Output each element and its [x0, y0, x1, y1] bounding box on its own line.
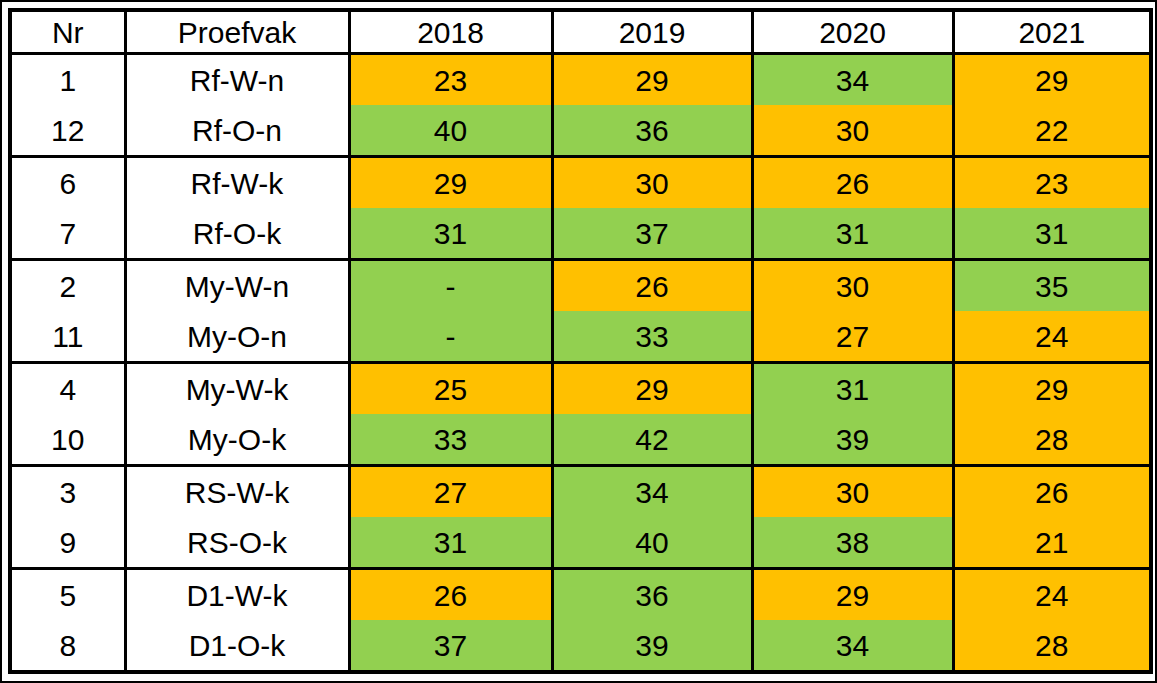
value-cell-2018: 31 [349, 517, 552, 569]
proefvak-cell: Rf-W-n [125, 54, 349, 106]
header-row: Nr Proefvak 2018 2019 2020 2021 [10, 10, 1151, 54]
table-row: 10My-O-k33423928 [10, 414, 1151, 466]
value-cell-2020: 38 [752, 517, 953, 569]
nr-cell: 4 [10, 363, 125, 415]
column-header-nr: Nr [10, 10, 125, 54]
value-cell-2019: 34 [552, 466, 752, 518]
value-cell-2018: 37 [349, 620, 552, 672]
value-cell-2021: 28 [953, 414, 1151, 466]
value-cell-2019: 36 [552, 105, 752, 157]
proefvak-cell: Rf-O-k [125, 208, 349, 260]
column-header-2019: 2019 [552, 10, 752, 54]
proefvak-results-table: Nr Proefvak 2018 2019 2020 2021 1Rf-W-n2… [8, 8, 1153, 674]
table-body: 1Rf-W-n2329342912Rf-O-n403630226Rf-W-k29… [10, 54, 1151, 673]
value-cell-2019: 39 [552, 620, 752, 672]
proefvak-cell: My-O-k [125, 414, 349, 466]
value-cell-2018: 26 [349, 569, 552, 621]
table-row: 2My-W-n-263035 [10, 260, 1151, 312]
table-row: 11My-O-n-332724 [10, 311, 1151, 363]
value-cell-2021: 23 [953, 157, 1151, 209]
column-header-2020: 2020 [752, 10, 953, 54]
value-cell-2019: 37 [552, 208, 752, 260]
value-cell-2019: 26 [552, 260, 752, 312]
value-cell-2020: 26 [752, 157, 953, 209]
value-cell-2019: 29 [552, 54, 752, 106]
nr-cell: 11 [10, 311, 125, 363]
value-cell-2020: 39 [752, 414, 953, 466]
value-cell-2020: 34 [752, 54, 953, 106]
value-cell-2018: 33 [349, 414, 552, 466]
value-cell-2020: 34 [752, 620, 953, 672]
nr-cell: 7 [10, 208, 125, 260]
value-cell-2020: 30 [752, 466, 953, 518]
value-cell-2018: 23 [349, 54, 552, 106]
nr-cell: 2 [10, 260, 125, 312]
value-cell-2020: 31 [752, 208, 953, 260]
value-cell-2021: 24 [953, 311, 1151, 363]
proefvak-cell: D1-W-k [125, 569, 349, 621]
proefvak-cell: My-W-n [125, 260, 349, 312]
value-cell-2021: 29 [953, 54, 1151, 106]
nr-cell: 10 [10, 414, 125, 466]
value-cell-2019: 29 [552, 363, 752, 415]
table-row: 5D1-W-k26362924 [10, 569, 1151, 621]
column-header-2021: 2021 [953, 10, 1151, 54]
value-cell-2021: 26 [953, 466, 1151, 518]
nr-cell: 6 [10, 157, 125, 209]
value-cell-2019: 36 [552, 569, 752, 621]
column-header-proefvak: Proefvak [125, 10, 349, 54]
value-cell-2021: 31 [953, 208, 1151, 260]
value-cell-2021: 22 [953, 105, 1151, 157]
table-row: 9RS-O-k31403821 [10, 517, 1151, 569]
table-row: 3RS-W-k27343026 [10, 466, 1151, 518]
proefvak-cell: RS-W-k [125, 466, 349, 518]
proefvak-cell: D1-O-k [125, 620, 349, 672]
value-cell-2018: 27 [349, 466, 552, 518]
value-cell-2020: 29 [752, 569, 953, 621]
nr-cell: 1 [10, 54, 125, 106]
table-row: 8D1-O-k37393428 [10, 620, 1151, 672]
nr-cell: 12 [10, 105, 125, 157]
value-cell-2019: 33 [552, 311, 752, 363]
value-cell-2021: 28 [953, 620, 1151, 672]
value-cell-2020: 30 [752, 260, 953, 312]
value-cell-2018: 29 [349, 157, 552, 209]
table-row: 1Rf-W-n23293429 [10, 54, 1151, 106]
value-cell-2021: 35 [953, 260, 1151, 312]
nr-cell: 5 [10, 569, 125, 621]
value-cell-2020: 27 [752, 311, 953, 363]
value-cell-2018: - [349, 311, 552, 363]
value-cell-2020: 30 [752, 105, 953, 157]
table-row: 4My-W-k25293129 [10, 363, 1151, 415]
column-header-2018: 2018 [349, 10, 552, 54]
value-cell-2019: 40 [552, 517, 752, 569]
value-cell-2021: 24 [953, 569, 1151, 621]
page: Nr Proefvak 2018 2019 2020 2021 1Rf-W-n2… [0, 0, 1157, 683]
table-row: 7Rf-O-k31373131 [10, 208, 1151, 260]
value-cell-2021: 21 [953, 517, 1151, 569]
proefvak-cell: Rf-O-n [125, 105, 349, 157]
value-cell-2021: 29 [953, 363, 1151, 415]
nr-cell: 9 [10, 517, 125, 569]
proefvak-cell: My-O-n [125, 311, 349, 363]
proefvak-cell: My-W-k [125, 363, 349, 415]
value-cell-2018: 25 [349, 363, 552, 415]
value-cell-2018: - [349, 260, 552, 312]
table-row: 6Rf-W-k29302623 [10, 157, 1151, 209]
value-cell-2019: 30 [552, 157, 752, 209]
table-row: 12Rf-O-n40363022 [10, 105, 1151, 157]
value-cell-2018: 31 [349, 208, 552, 260]
nr-cell: 3 [10, 466, 125, 518]
proefvak-cell: RS-O-k [125, 517, 349, 569]
value-cell-2020: 31 [752, 363, 953, 415]
value-cell-2018: 40 [349, 105, 552, 157]
nr-cell: 8 [10, 620, 125, 672]
value-cell-2019: 42 [552, 414, 752, 466]
proefvak-cell: Rf-W-k [125, 157, 349, 209]
